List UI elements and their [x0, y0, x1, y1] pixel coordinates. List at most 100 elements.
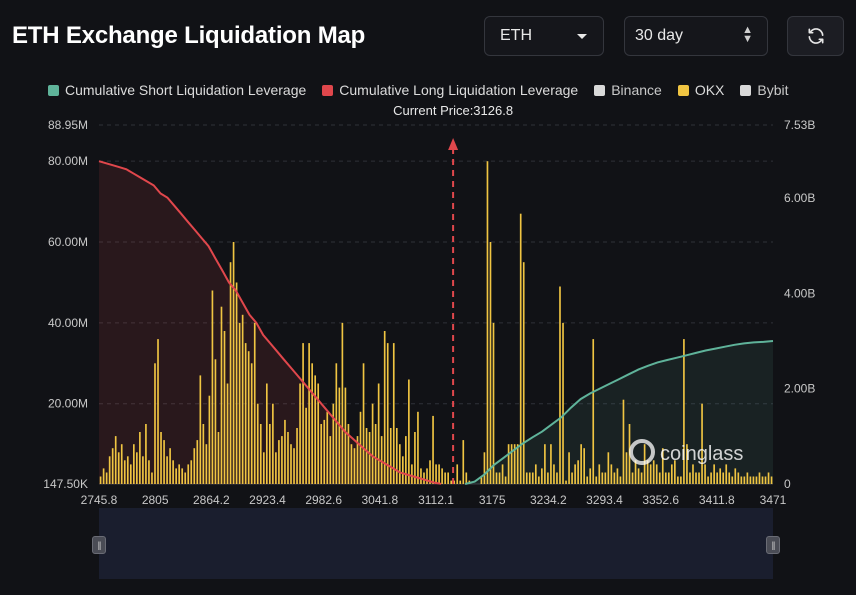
- okx-bar: [417, 411, 419, 484]
- legend-label-short: Cumulative Short Liquidation Leverage: [65, 82, 307, 98]
- okx-bar: [480, 476, 483, 484]
- okx-bar: [374, 424, 377, 484]
- legend-swatch-binance: [594, 84, 606, 96]
- okx-bar: [123, 460, 126, 484]
- okx-bar: [241, 314, 244, 484]
- okx-bar: [625, 452, 628, 484]
- okx-bar: [755, 476, 758, 484]
- okx-bar: [531, 472, 534, 484]
- okx-bar: [658, 472, 661, 484]
- legend-item-bybit[interactable]: Bybit: [740, 82, 789, 98]
- okx-bar: [441, 468, 443, 484]
- okx-bar: [592, 339, 595, 484]
- okx-bar: [253, 322, 256, 484]
- okx-bar: [541, 468, 543, 484]
- okx-bar: [613, 472, 616, 484]
- okx-bar: [538, 476, 540, 484]
- okx-bar: [758, 472, 761, 484]
- okx-bar: [719, 468, 722, 484]
- okx-bar: [556, 472, 558, 484]
- okx-bar: [329, 436, 332, 484]
- okx-bar: [105, 472, 108, 484]
- okx-bar: [151, 472, 153, 484]
- okx-bar: [631, 472, 634, 484]
- okx-bar: [196, 440, 199, 484]
- okx-bar: [740, 476, 743, 484]
- okx-bar: [411, 464, 413, 484]
- okx-bar: [308, 343, 310, 484]
- okx-bar: [670, 464, 673, 484]
- okx-bar: [395, 428, 398, 484]
- okx-bar: [698, 472, 700, 484]
- range-select[interactable]: 30 day ▲ ▼: [624, 16, 768, 56]
- x-tick-label: 3175: [479, 493, 506, 507]
- coin-select[interactable]: ETH: [484, 16, 604, 56]
- okx-bar: [704, 464, 706, 484]
- okx-bar: [114, 436, 117, 484]
- okx-bar: [160, 432, 162, 484]
- okx-bar: [761, 476, 764, 484]
- coinglass-watermark: coinglass: [629, 439, 743, 465]
- okx-bar: [510, 444, 513, 484]
- okx-bar: [184, 472, 187, 484]
- okx-bar: [544, 444, 546, 484]
- legend-item-short[interactable]: Cumulative Short Liquidation Leverage: [48, 82, 306, 98]
- okx-bar: [770, 476, 773, 484]
- okx-bar: [504, 476, 507, 484]
- okx-bar: [172, 460, 174, 484]
- okx-bar: [695, 472, 697, 484]
- x-tick-label: 3112.1: [418, 493, 454, 507]
- okx-bar: [604, 472, 607, 484]
- coinglass-logo-icon: [629, 439, 655, 465]
- okx-bar: [220, 306, 223, 484]
- okx-bar: [226, 383, 229, 484]
- okx-bar: [405, 436, 407, 484]
- okx-bar: [166, 456, 168, 484]
- okx-bar: [616, 468, 619, 484]
- x-tick-label: 3411.8: [699, 493, 735, 507]
- okx-bar: [501, 464, 504, 484]
- x-tick-label: 3041.8: [361, 493, 398, 507]
- okx-bar: [574, 464, 576, 484]
- okx-bar: [586, 476, 589, 484]
- okx-bar: [528, 472, 531, 484]
- okx-bar: [725, 464, 728, 484]
- okx-bar: [335, 363, 338, 484]
- okx-bar: [341, 322, 344, 484]
- okx-bar: [459, 480, 462, 484]
- okx-bar: [701, 403, 703, 484]
- x-tick-label: 3471: [760, 493, 787, 507]
- chevron-down-icon: [577, 34, 587, 39]
- okx-bar: [683, 339, 685, 484]
- x-tick-label: 3352.6: [642, 493, 679, 507]
- okx-bar: [272, 403, 274, 484]
- legend-item-okx[interactable]: OKX: [677, 82, 724, 98]
- okx-bar: [722, 472, 725, 484]
- y-left-tick-label: 60.00M: [48, 235, 88, 249]
- zoom-slider-track[interactable]: [99, 508, 773, 579]
- okx-bar: [332, 403, 335, 484]
- okx-bar: [444, 472, 446, 484]
- okx-bar: [568, 452, 570, 484]
- okx-bar: [559, 286, 561, 484]
- okx-bar: [743, 476, 746, 484]
- okx-bar: [133, 444, 135, 484]
- y-left-tick-label: 40.00M: [48, 316, 88, 330]
- okx-bar: [296, 428, 298, 484]
- okx-bar: [680, 476, 682, 484]
- long-liquidation-area: [99, 161, 442, 484]
- okx-bar: [453, 480, 456, 484]
- okx-bar: [534, 464, 537, 484]
- okx-bar: [571, 472, 573, 484]
- zoom-handle-left[interactable]: ||: [92, 536, 106, 554]
- okx-bar: [126, 456, 129, 484]
- refresh-button[interactable]: [787, 16, 844, 56]
- okx-bar: [365, 428, 368, 484]
- zoom-handle-right[interactable]: ||: [766, 536, 780, 554]
- okx-bar: [749, 476, 752, 484]
- okx-bar: [547, 472, 549, 484]
- legend-item-binance[interactable]: Binance: [594, 82, 662, 98]
- okx-bar: [398, 444, 401, 484]
- legend-item-long[interactable]: Cumulative Long Liquidation Leverage: [322, 82, 578, 98]
- okx-bar: [677, 476, 679, 484]
